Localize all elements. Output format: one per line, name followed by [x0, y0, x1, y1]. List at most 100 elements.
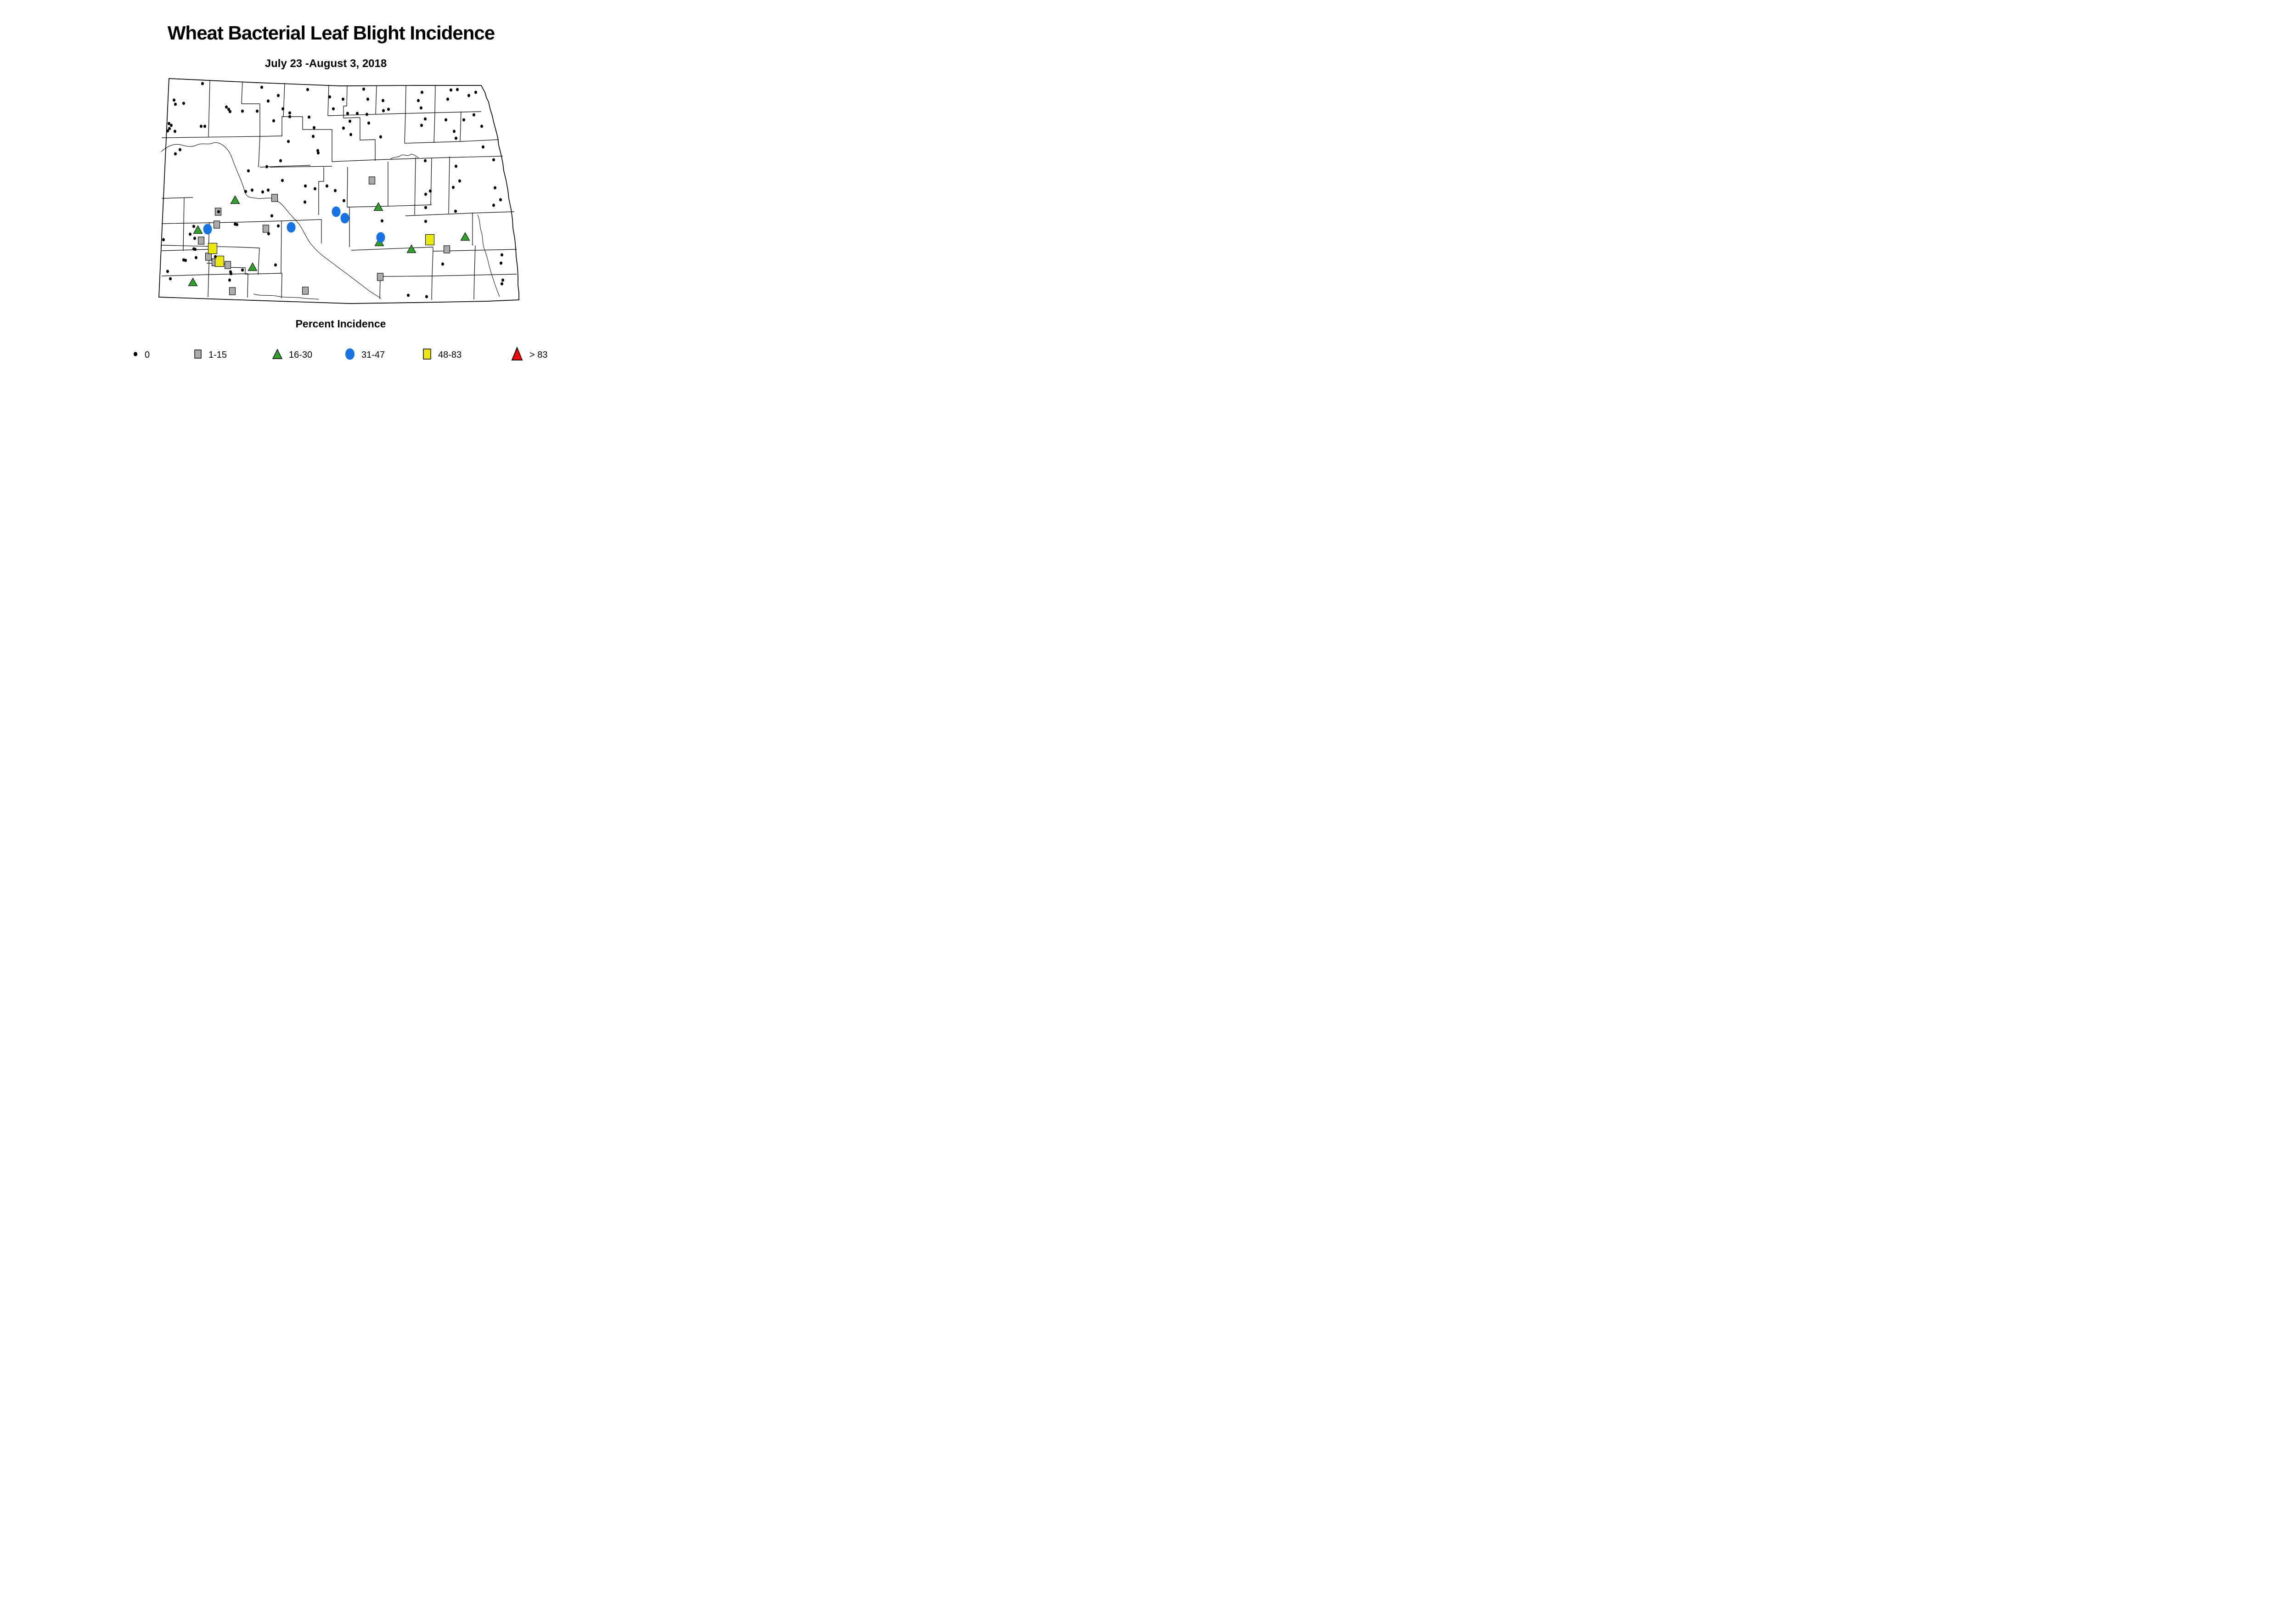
gray-square-icon — [194, 349, 202, 359]
marker-dot-0 — [332, 107, 335, 111]
legend-label-31-47: 31-47 — [361, 350, 385, 360]
county-boundaries — [161, 80, 517, 300]
marker-square-1-15 — [213, 220, 220, 229]
marker-dot-0 — [455, 164, 457, 168]
marker-dot-0 — [342, 126, 345, 130]
legend-label-gt83-range: 48-83 — [438, 350, 462, 360]
marker-dot-0 — [182, 101, 185, 105]
marker-dot-0 — [424, 206, 427, 209]
marker-dot-0 — [429, 189, 432, 193]
marker-dot-0 — [367, 121, 370, 125]
marker-square-1-15 — [377, 273, 384, 281]
marker-dot-0 — [195, 256, 197, 259]
marker-square-1-15 — [205, 253, 212, 261]
marker-dot-0 — [214, 255, 217, 259]
marker-dot-0 — [424, 159, 427, 163]
marker-dot-0 — [200, 124, 203, 128]
marker-dot-0 — [168, 127, 171, 130]
marker-dot-0 — [445, 118, 447, 122]
marker-dot-0 — [342, 97, 344, 101]
state-outline — [158, 78, 519, 304]
marker-dot-0 — [494, 186, 496, 190]
black-dot-icon — [134, 352, 137, 356]
marker-dot-0 — [366, 113, 368, 116]
marker-square-48-83 — [425, 234, 435, 246]
marker-dot-0 — [272, 119, 275, 123]
marker-dot-0 — [441, 262, 444, 266]
marker-dot-0 — [288, 115, 291, 118]
legend-label-0: 0 — [145, 350, 150, 360]
marker-dot-0 — [492, 158, 495, 162]
marker-square-1-15 — [229, 287, 236, 295]
marker-dot-0 — [314, 187, 316, 191]
marker-dot-0 — [349, 133, 352, 136]
marker-dot-0 — [452, 186, 455, 189]
marker-dot-0 — [162, 238, 165, 242]
marker-dot-0 — [462, 118, 465, 122]
marker-square-48-83 — [214, 255, 225, 267]
marker-dot-0 — [425, 295, 428, 298]
marker-dot-0 — [174, 102, 177, 106]
marker-dot-0 — [407, 293, 410, 297]
river-lines — [161, 142, 500, 300]
marker-triangle-16-30 — [248, 262, 258, 271]
marker-dot-0 — [453, 129, 456, 133]
marker-dot-0 — [270, 214, 273, 218]
marker-dot-0 — [184, 259, 187, 262]
marker-square-1-15 — [224, 261, 231, 269]
marker-dot-0 — [247, 169, 250, 173]
marker-dot-0 — [169, 277, 172, 281]
marker-dot-0 — [349, 119, 351, 123]
marker-dot-0 — [356, 112, 359, 115]
marker-dot-0 — [288, 111, 291, 115]
marker-dot-0 — [317, 151, 320, 155]
marker-dot-0 — [189, 232, 191, 236]
page-title: Wheat Bacterial Leaf Blight Incidence — [167, 22, 495, 44]
marker-dot-0 — [201, 82, 204, 85]
marker-dot-0 — [308, 115, 310, 119]
marker-dot-0 — [174, 129, 176, 133]
marker-dot-0 — [499, 198, 502, 202]
marker-dot-0 — [241, 268, 244, 272]
marker-dot-0 — [334, 189, 337, 192]
marker-dot-0 — [168, 122, 170, 125]
marker-triangle-16-30 — [188, 277, 198, 287]
marker-dot-0 — [500, 261, 502, 265]
marker-square-48-83 — [208, 242, 218, 254]
marker-dot-0 — [424, 192, 427, 196]
marker-triangle-16-30 — [193, 225, 203, 234]
marker-dot-0 — [225, 105, 228, 109]
yellow-square-icon — [423, 349, 431, 360]
marker-dot-0 — [260, 85, 263, 89]
marker-dot-0 — [179, 148, 181, 152]
marker-square-1-15 — [271, 194, 278, 202]
marker-dot-0 — [328, 95, 331, 99]
marker-dot-0 — [379, 135, 382, 139]
marker-dot-0 — [193, 236, 196, 240]
marker-circle-31-47 — [340, 213, 349, 224]
marker-dot-0 — [366, 97, 369, 101]
marker-dot-0 — [424, 117, 427, 121]
marker-dot-0 — [287, 140, 290, 143]
legend-label-gt83: > 83 — [529, 350, 548, 360]
marker-dot-0 — [467, 94, 470, 97]
page-subtitle: July 23 -August 3, 2018 — [264, 57, 387, 70]
marker-dot-0 — [381, 219, 383, 223]
marker-dot-0 — [277, 94, 280, 97]
marker-dot-0 — [312, 135, 315, 138]
marker-dot-0 — [230, 272, 232, 276]
marker-circle-31-47 — [203, 224, 212, 235]
marker-dot-0 — [261, 190, 264, 194]
marker-dot-0 — [192, 225, 195, 228]
red-triangle-icon — [511, 347, 523, 360]
legend-label-16-30: 16-30 — [289, 350, 313, 360]
marker-dot-0 — [281, 179, 284, 182]
marker-dot-0 — [482, 145, 484, 149]
marker-dot-0 — [166, 129, 169, 133]
marker-dot-0 — [382, 109, 385, 113]
marker-dot-0 — [228, 278, 231, 282]
marker-dot-0 — [217, 210, 220, 214]
green-triangle-icon — [272, 349, 283, 359]
marker-dot-0 — [267, 99, 270, 103]
marker-dot-0 — [256, 109, 259, 113]
